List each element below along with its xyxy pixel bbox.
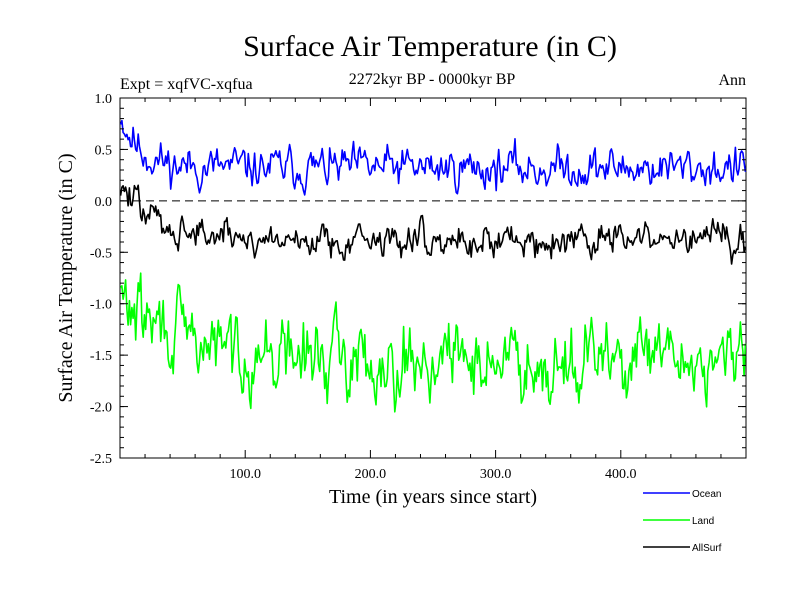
chart-subtitle: 2272kyr BP - 0000kyr BP (349, 71, 516, 88)
y-tick-label: -2.0 (90, 401, 112, 416)
y-tick-label: 0.5 (95, 143, 113, 158)
legend-label-ocean: Ocean (692, 489, 721, 500)
season-label: Ann (718, 72, 746, 89)
x-tick-label: 100.0 (229, 467, 261, 482)
tick-layer: 1.0 0.5 0.0 -0.5 -1.0 -1.5 -2.0 -2.5 100.0 200.0 3… (90, 92, 746, 482)
y-tick-label: -2.5 (90, 452, 112, 467)
series-line-ocean (119, 119, 747, 196)
x-tick-label: 200.0 (355, 467, 387, 482)
y-tick-label: 1.0 (95, 92, 113, 107)
plot-frame (119, 97, 747, 459)
legend-label-land: Land (692, 516, 714, 527)
legend: Ocean Land AllSurf (643, 489, 722, 554)
series-layer (119, 119, 747, 413)
y-tick-label: 0.0 (95, 195, 113, 210)
series-line-allsurf (119, 184, 747, 265)
x-tick-label: 300.0 (480, 467, 512, 482)
legend-label-allsurf: AllSurf (692, 543, 722, 554)
y-tick-label: -0.5 (90, 246, 112, 261)
experiment-label: Expt = xqfVC-xqfua (120, 76, 253, 93)
y-tick-label: -1.5 (90, 349, 112, 364)
y-tick-label: -1.0 (90, 298, 112, 313)
series-line-land (119, 272, 747, 413)
chart-title: Surface Air Temperature (in C) (243, 30, 617, 63)
y-axis-label: Surface Air Temperature (in C) (55, 153, 77, 402)
x-tick-label: 400.0 (605, 467, 637, 482)
x-axis-label: Time (in years since start) (329, 486, 537, 508)
